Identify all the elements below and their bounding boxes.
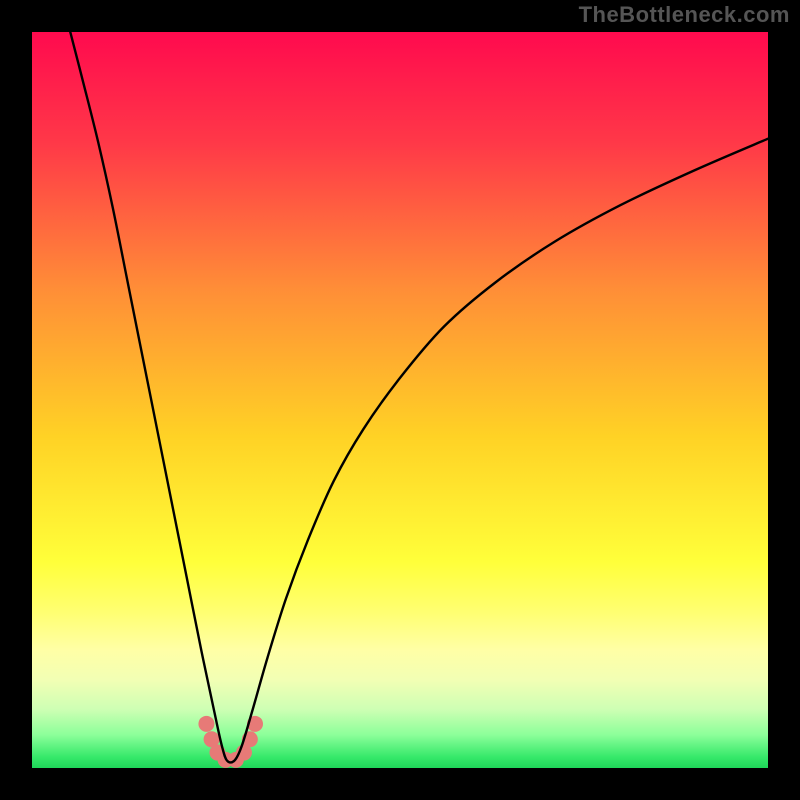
chart-frame: TheBottleneck.com bbox=[0, 0, 800, 800]
chart-svg bbox=[32, 32, 768, 768]
bottom-marker bbox=[198, 716, 214, 732]
plot-area bbox=[32, 32, 768, 768]
watermark-text: TheBottleneck.com bbox=[579, 2, 790, 28]
gradient-background bbox=[32, 32, 768, 768]
